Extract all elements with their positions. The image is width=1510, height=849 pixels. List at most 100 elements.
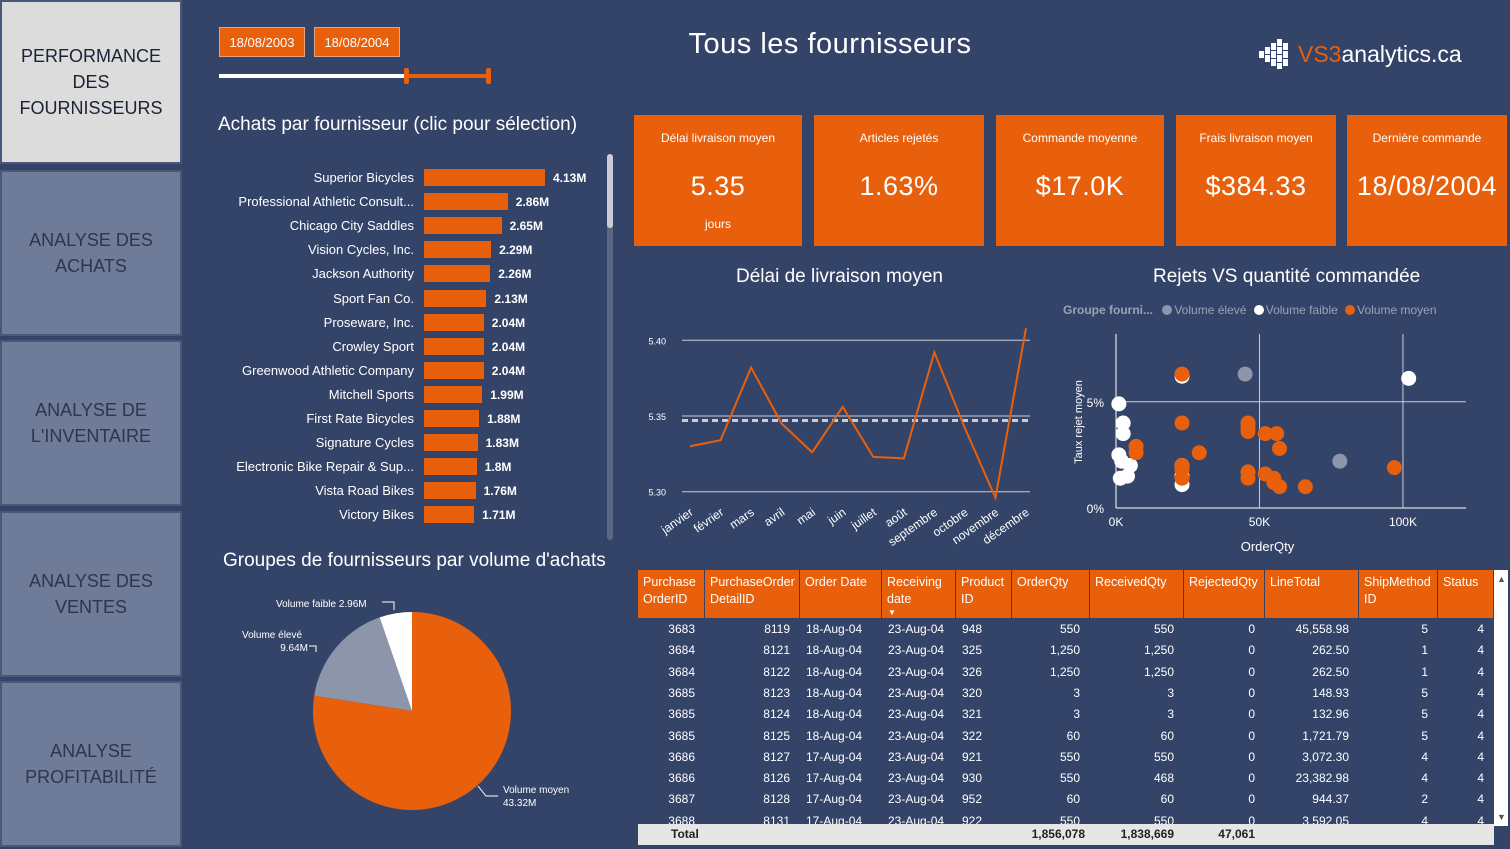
- bar[interactable]: [424, 217, 502, 235]
- bar[interactable]: [424, 265, 491, 283]
- nav-analyse-profitabilite[interactable]: ANALYSE PROFITABILITÉ: [0, 681, 182, 847]
- delay-series-line[interactable]: [689, 327, 1027, 502]
- bar-chart-scrollbar[interactable]: [607, 154, 613, 540]
- bar[interactable]: [424, 458, 477, 476]
- pie-slice[interactable]: [314, 617, 412, 711]
- scatter-point[interactable]: [1297, 479, 1313, 495]
- bar[interactable]: [424, 361, 484, 379]
- reject-vs-qty-scatter-chart[interactable]: 0K 50K 100K 0% 5% OrderQty Taux rejet moyen: [1060, 320, 1500, 560]
- column-header[interactable]: ReceivedQty: [1090, 570, 1184, 618]
- bar[interactable]: [424, 337, 484, 355]
- scatter-point[interactable]: [1111, 396, 1127, 412]
- table-cell: 321: [962, 707, 983, 722]
- table-cell: 8126: [763, 771, 790, 786]
- scroll-down-icon[interactable]: ▼: [1497, 812, 1506, 822]
- y-tick-label: 0%: [1087, 502, 1105, 516]
- table-cell: 18-Aug-04: [806, 643, 863, 658]
- column-header[interactable]: ShipMethod ID: [1359, 570, 1438, 618]
- table-cell: 550: [1153, 622, 1174, 636]
- table-cell: 3: [1167, 685, 1174, 700]
- column-header[interactable]: LineTotal: [1265, 570, 1359, 618]
- table-scrollbar[interactable]: ▲ ▼: [1494, 570, 1508, 826]
- total-label: Total: [671, 827, 699, 841]
- table-cell: 18-Aug-04: [806, 685, 863, 700]
- bar[interactable]: [424, 482, 476, 500]
- scatter-point[interactable]: [1269, 426, 1285, 442]
- legend-item-volume-moyen[interactable]: Volume moyen: [1345, 303, 1437, 317]
- x-tick-label: février: [691, 505, 726, 536]
- bar-value-label: 2.13M: [494, 291, 528, 306]
- date-slider-track[interactable]: [219, 74, 491, 78]
- bar-label: Proseware, Inc.: [323, 314, 414, 330]
- x-tick-label: 50K: [1249, 515, 1270, 529]
- bar[interactable]: [424, 506, 475, 524]
- supplier-group-pie-chart[interactable]: Volume faible 2.96M Volume élevé 9.64M Volu…: [188, 590, 608, 840]
- table-cell: 3: [1073, 707, 1080, 722]
- pie-slice[interactable]: [379, 612, 412, 711]
- table-cell: 17-Aug-04: [806, 749, 863, 764]
- scatter-point[interactable]: [1174, 470, 1190, 486]
- scatter-point[interactable]: [1115, 426, 1131, 442]
- table-cell: 4: [1421, 813, 1428, 828]
- nav-analyse-ventes[interactable]: ANALYSE DES VENTES: [0, 511, 182, 677]
- scatter-point[interactable]: [1174, 366, 1190, 382]
- scatter-point[interactable]: [1266, 475, 1282, 490]
- scroll-up-icon[interactable]: ▲: [1497, 574, 1506, 584]
- scatter-point[interactable]: [1386, 460, 1402, 476]
- total-receivedqty: 1,838,669: [1120, 827, 1174, 841]
- scatter-point[interactable]: [1128, 438, 1144, 454]
- purchase-order-table[interactable]: Purchase OrderID PurchaseOrder DetailID Or…: [638, 570, 1494, 846]
- scatter-point[interactable]: [1272, 441, 1288, 456]
- table-cell: 18-Aug-04: [806, 728, 863, 743]
- column-header[interactable]: Receiving date: [882, 570, 956, 618]
- date-end-input[interactable]: 18/08/2004: [314, 27, 400, 57]
- scatter-point[interactable]: [1240, 419, 1256, 435]
- legend-item-volume-eleve[interactable]: Volume élevé: [1162, 303, 1246, 317]
- scatter-point[interactable]: [1401, 370, 1417, 386]
- legend-item-volume-faible[interactable]: Volume faible: [1253, 303, 1338, 317]
- bar-value-label: 2.26M: [498, 267, 532, 282]
- column-header[interactable]: Status: [1438, 570, 1494, 618]
- table-cell: 8125: [763, 728, 790, 743]
- pie-slice[interactable]: [312, 612, 511, 810]
- scatter-point[interactable]: [1115, 415, 1131, 431]
- nav-performance-fournisseurs[interactable]: PERFORMANCE DES FOURNISSEURS: [0, 0, 182, 164]
- scatter-point[interactable]: [1174, 415, 1190, 431]
- table-cell: 1,250: [1143, 664, 1174, 679]
- table-cell: 23-Aug-04: [888, 664, 945, 679]
- bar[interactable]: [424, 410, 480, 427]
- bar[interactable]: [424, 169, 545, 186]
- bar[interactable]: [424, 313, 484, 331]
- column-header[interactable]: Product ID: [956, 570, 1012, 618]
- table-cell: 4: [1477, 771, 1484, 786]
- bar[interactable]: [424, 193, 508, 211]
- nav-analyse-achats[interactable]: ANALYSE DES ACHATS: [0, 170, 182, 336]
- table-cell: 23-Aug-04: [888, 749, 945, 764]
- bar[interactable]: [424, 289, 487, 307]
- scatter-point[interactable]: [1257, 426, 1273, 442]
- scatter-point[interactable]: [1237, 366, 1253, 382]
- scatter-point[interactable]: [1112, 470, 1128, 486]
- column-header[interactable]: PurchaseOrder DetailID: [705, 570, 800, 618]
- column-header[interactable]: OrderQty: [1012, 570, 1090, 618]
- x-axis-label: OrderQty: [1241, 539, 1295, 554]
- nav-analyse-inventaire[interactable]: ANALYSE DE L'INVENTAIRE: [0, 340, 182, 506]
- scatter-point[interactable]: [1240, 470, 1256, 486]
- scatter-point[interactable]: [1191, 445, 1207, 461]
- bar[interactable]: [424, 434, 478, 452]
- bar-chart-scroll-thumb[interactable]: [607, 154, 613, 228]
- date-slider-start-handle[interactable]: [404, 68, 409, 84]
- x-tick-label: mai: [794, 505, 818, 528]
- scatter-point[interactable]: [1332, 453, 1348, 469]
- column-header[interactable]: RejectedQty: [1184, 570, 1265, 618]
- kpi-card-delai: Délai livraison moyen 5.35 jours: [634, 115, 802, 246]
- bar[interactable]: [424, 241, 492, 259]
- table-cell: 3684: [668, 664, 695, 679]
- column-header[interactable]: Order Date: [800, 570, 882, 618]
- date-slider-end-handle[interactable]: [486, 68, 491, 84]
- bar[interactable]: [424, 385, 483, 403]
- date-start-input[interactable]: 18/08/2003: [219, 27, 305, 57]
- total-rejectedqty: 47,061: [1218, 827, 1255, 841]
- column-header[interactable]: Purchase OrderID: [638, 570, 705, 618]
